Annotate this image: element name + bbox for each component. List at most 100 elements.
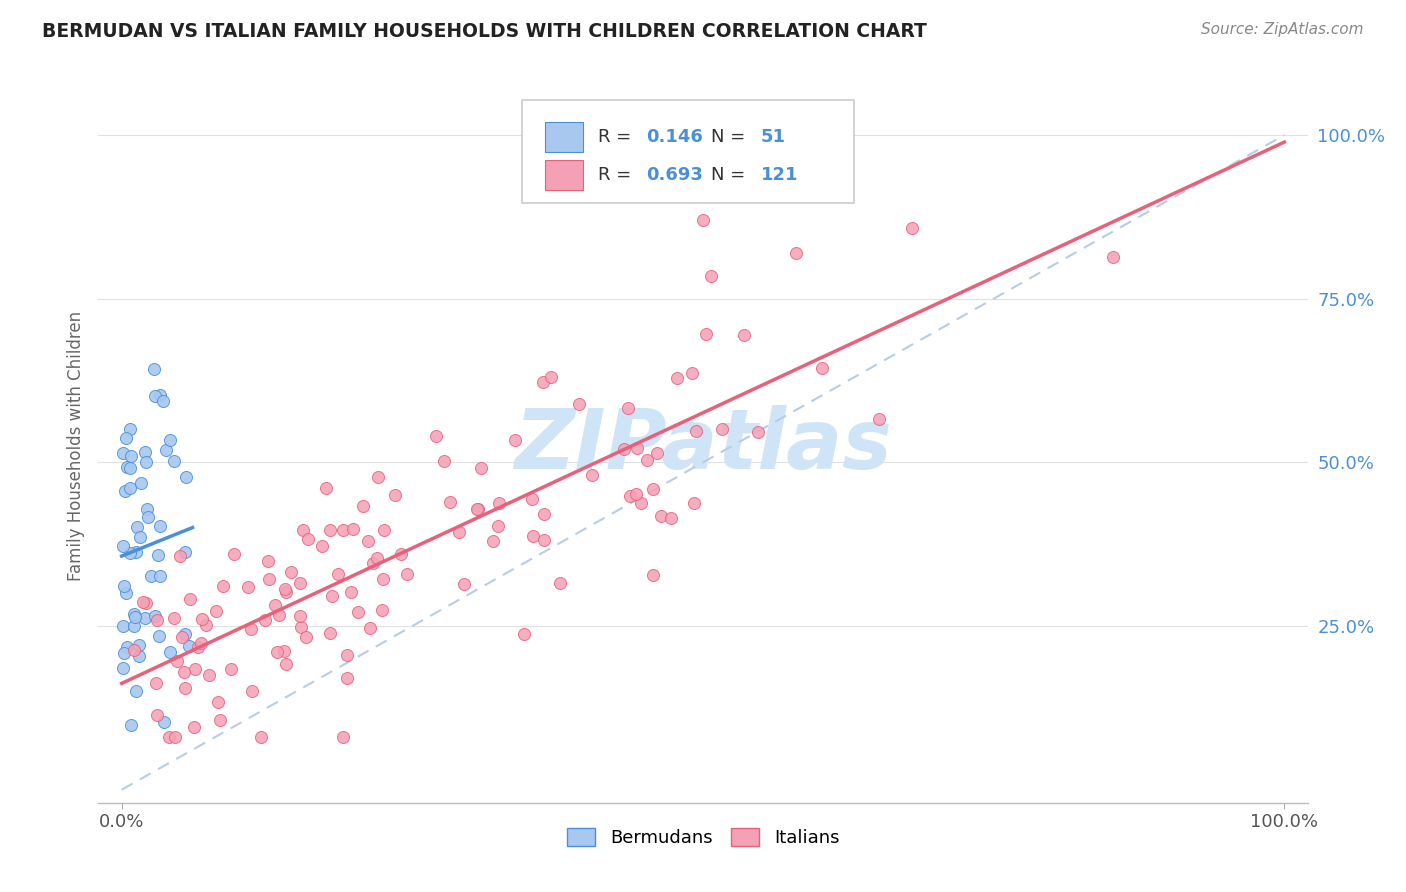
Point [134,445,156,459]
Point [297,532,319,546]
Point [453,577,475,591]
Point [540,370,562,384]
Point [681,366,703,380]
Point [810,361,832,376]
Point [118,481,141,495]
Point [533,533,555,548]
Legend: Bermudans, Italians: Bermudans, Italians [560,821,846,855]
Point [425,429,447,443]
Point [266,645,288,659]
Point [319,626,342,640]
Point [149,568,172,582]
Point [581,467,603,482]
Point [264,598,287,612]
Point [290,620,312,634]
Point [665,370,688,384]
Point [290,576,312,591]
Point [135,455,157,469]
Point [146,613,169,627]
Point [274,657,297,671]
Point [384,488,406,502]
Point [127,520,149,534]
Point [363,556,385,570]
Point [465,501,488,516]
Point [692,213,714,227]
Point [292,523,315,537]
Point [212,579,235,593]
Point [630,495,652,509]
Text: 0.693: 0.693 [647,166,703,184]
Point [321,589,343,603]
Point [136,509,159,524]
Point [641,567,664,582]
Point [111,619,134,633]
Point [146,548,169,562]
Point [619,489,641,503]
Point [695,327,717,342]
FancyBboxPatch shape [522,100,855,203]
Point [356,534,378,549]
Point [531,375,554,389]
Point [124,609,146,624]
Text: N =: N = [711,128,751,146]
Point [254,613,277,627]
Point [146,707,169,722]
Point [204,604,226,618]
Point [482,533,505,548]
Point [198,668,221,682]
Point [470,460,492,475]
Point [613,442,636,457]
Point [174,681,197,696]
Point [276,585,298,599]
Point [166,654,188,668]
Point [128,638,150,652]
Point [139,569,162,583]
Point [145,675,167,690]
Point [120,422,142,436]
Point [900,220,922,235]
Point [159,433,181,447]
Point [195,618,218,632]
Point [120,717,142,731]
Point [157,731,180,745]
Point [340,585,363,599]
Y-axis label: Family Households with Children: Family Households with Children [66,311,84,581]
Point [163,611,186,625]
Point [389,547,412,561]
Point [1102,250,1125,264]
Point [111,661,134,675]
Point [111,446,134,460]
Point [257,572,280,586]
Point [336,648,359,662]
Point [342,522,364,536]
Point [152,715,174,730]
Point [125,544,148,558]
Point [187,640,209,654]
Text: R =: R = [598,128,637,146]
Point [111,539,134,553]
Point [159,644,181,658]
Point [370,603,392,617]
Point [486,518,509,533]
Point [184,662,207,676]
Point [190,636,212,650]
Point [114,431,136,445]
Point [149,388,172,402]
Point [522,529,544,543]
Point [173,665,195,680]
Point [616,401,638,415]
Point [174,545,197,559]
Point [179,639,201,653]
Point [131,595,153,609]
Point [163,731,186,745]
Point [273,582,295,596]
Point [699,268,721,283]
Point [152,393,174,408]
Text: Source: ZipAtlas.com: Source: ZipAtlas.com [1201,22,1364,37]
Point [112,646,135,660]
Point [114,586,136,600]
Point [785,245,807,260]
Point [115,640,138,654]
Point [143,609,166,624]
Point [115,460,138,475]
